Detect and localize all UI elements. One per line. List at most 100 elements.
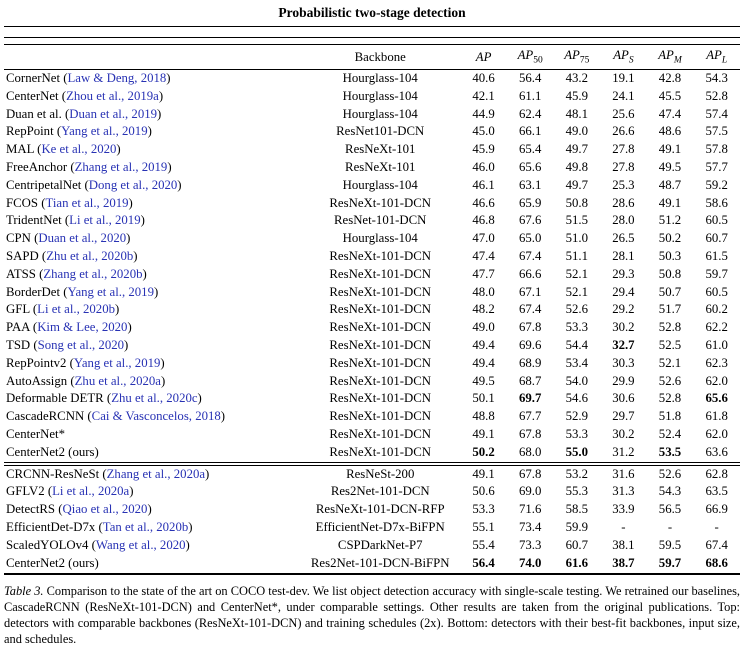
metric-value: 60.7 <box>705 231 728 246</box>
method-name: CenterNet2 (ours) <box>6 444 99 459</box>
metric-value: 66.9 <box>705 502 728 517</box>
citation-link[interactable]: Duan et al., 2020 <box>38 231 127 246</box>
citation-link[interactable]: Kim & Lee, 2020 <box>37 320 128 335</box>
metric-value: 63.6 <box>705 444 728 459</box>
metric-value: 67.6 <box>518 213 542 228</box>
metric-value: 49.8 <box>565 159 588 174</box>
citation-link[interactable]: Song et al., 2020 <box>37 337 125 352</box>
metric-value: 52.1 <box>565 284 588 299</box>
metric-value: 71.6 <box>518 502 542 517</box>
metric-value: 49.1 <box>658 195 682 210</box>
method-suffix: ) <box>160 355 165 370</box>
metric-value: 52.1 <box>565 266 588 281</box>
backbone-cell: ResNeXt-101-DCN <box>329 355 432 370</box>
metric-value: 63.5 <box>705 484 728 499</box>
metric-value: 61.8 <box>705 409 728 424</box>
citation-link[interactable]: Law & Deng, 2018 <box>67 71 167 85</box>
backbone-cell: ResNeXt-101-DCN-RFP <box>315 502 445 517</box>
metric-value: 73.4 <box>518 519 542 534</box>
column-header-ap50: AP50 <box>506 45 554 70</box>
method-name: CPN ( <box>6 231 39 246</box>
citation-link[interactable]: Duan et al., 2019 <box>69 106 158 121</box>
backbone-cell: ResNeXt-101-DCN <box>329 373 432 388</box>
metric-value: 49.4 <box>472 355 495 370</box>
citation-link[interactable]: Yang et al., 2019 <box>61 124 148 139</box>
method-suffix: ) <box>160 373 166 388</box>
metric-value: 44.9 <box>472 106 495 121</box>
metric-value: 69.7 <box>518 391 542 406</box>
citation-link[interactable]: Li et al., 2020b <box>37 302 116 317</box>
method-suffix: ) <box>157 106 162 121</box>
column-header-aps: APS <box>600 45 647 70</box>
citation-link[interactable]: Cai & Vasconcelos, 2018 <box>91 409 221 424</box>
metric-value: 66.1 <box>518 124 542 139</box>
metric-value: 25.3 <box>612 177 635 192</box>
method-cell: EfficientDet-D7x (Tan et al., 2020b) <box>4 519 300 537</box>
metric-value: 31.2 <box>612 444 635 459</box>
method-cell: Deformable DETR (Zhu et al., 2020c) <box>4 390 300 408</box>
method-suffix: ) <box>158 88 164 103</box>
citation-link[interactable]: Zhu et al., 2020a <box>74 373 161 388</box>
method-name: GFLV2 ( <box>6 484 53 499</box>
backbone-cell: Res2Net-101-DCN <box>330 484 430 499</box>
metric-value: 48.8 <box>472 409 495 424</box>
citation-link[interactable]: Zhu et al., 2020b <box>46 248 134 263</box>
metric-value: 59.5 <box>658 537 682 552</box>
method-cell: CenterNet2 (ours) <box>4 555 300 573</box>
metric-value: 50.8 <box>565 195 588 210</box>
citation-link[interactable]: Tian et al., 2019 <box>45 195 129 210</box>
citation-link[interactable]: Yang et al., 2019 <box>67 284 154 299</box>
citation-link[interactable]: Zhou et al., 2019a <box>66 88 159 103</box>
metric-value: 52.6 <box>658 373 682 388</box>
method-name: BorderDet ( <box>6 284 68 299</box>
table-row: Duan et al. (Duan et al., 2019) Hourglass… <box>4 106 740 124</box>
column-header-ap: AP <box>460 45 507 70</box>
metric-value: 51.0 <box>565 231 588 246</box>
citation-link[interactable]: Ke et al., 2020 <box>41 142 117 157</box>
citation-link[interactable]: Zhang et al., 2020b <box>43 266 143 281</box>
citation-link[interactable]: Li et al., 2020a <box>52 484 130 499</box>
backbone-cell: Hourglass-104 <box>342 231 418 246</box>
metric-value: 49.7 <box>565 142 588 157</box>
metric-value: 47.4 <box>658 106 682 121</box>
metric-value: 67.8 <box>518 426 542 441</box>
column-header-apm: APM <box>646 45 694 70</box>
method-suffix: ) <box>147 124 152 139</box>
metric-value: 62.2 <box>705 320 728 335</box>
method-name: Duan et al. ( <box>6 106 70 121</box>
metric-value: 33.9 <box>612 502 635 517</box>
metric-value: 29.7 <box>612 409 635 424</box>
citation-link[interactable]: Zhu et al., 2020c <box>111 391 198 406</box>
citation-link[interactable]: Zhang et al., 2019 <box>74 159 168 174</box>
metric-value: 68.6 <box>705 555 728 570</box>
method-cell: FCOS (Tian et al., 2019) <box>4 195 300 213</box>
table-row: MAL (Ke et al., 2020) ResNeXt-101 45.9 65.4… <box>4 141 740 159</box>
metric-value: 50.2 <box>658 231 682 246</box>
metric-value: 45.9 <box>472 142 495 157</box>
method-name: RepPointv2 ( <box>6 355 74 370</box>
citation-link[interactable]: Qiao et al., 2020 <box>62 502 148 517</box>
citation-link[interactable]: Yang et al., 2019 <box>73 355 161 370</box>
metric-value: 53.4 <box>565 355 588 370</box>
method-name: MAL ( <box>6 142 42 157</box>
metric-value: 68.0 <box>518 444 542 459</box>
table-row: DetectRS (Qiao et al., 2020) ResNeXt-101-… <box>4 501 740 519</box>
method-name: TSD ( <box>6 337 38 352</box>
metric-value: 54.3 <box>705 71 728 85</box>
method-suffix: ) <box>142 266 147 281</box>
table-row: EfficientDet-D7x (Tan et al., 2020b) Effi… <box>4 519 740 537</box>
backbone-cell: ResNeXt-101-DCN <box>329 391 432 406</box>
method-suffix: ) <box>166 71 171 85</box>
metric-value: 61.5 <box>705 248 728 263</box>
citation-link[interactable]: Dong et al., 2020 <box>88 177 178 192</box>
citation-link[interactable]: Tan et al., 2020b <box>102 519 189 534</box>
metric-value: 58.6 <box>705 195 728 210</box>
citation-link[interactable]: Li et al., 2019 <box>69 213 141 228</box>
metric-value: 49.0 <box>565 124 588 139</box>
method-suffix: ) <box>128 195 133 210</box>
citation-link[interactable]: Zhang et al., 2020a <box>106 466 206 481</box>
method-suffix: ) <box>167 159 172 174</box>
metric-value: 52.9 <box>565 409 588 424</box>
method-cell: DetectRS (Qiao et al., 2020) <box>4 501 300 519</box>
citation-link[interactable]: Wang et al., 2020 <box>95 537 186 552</box>
